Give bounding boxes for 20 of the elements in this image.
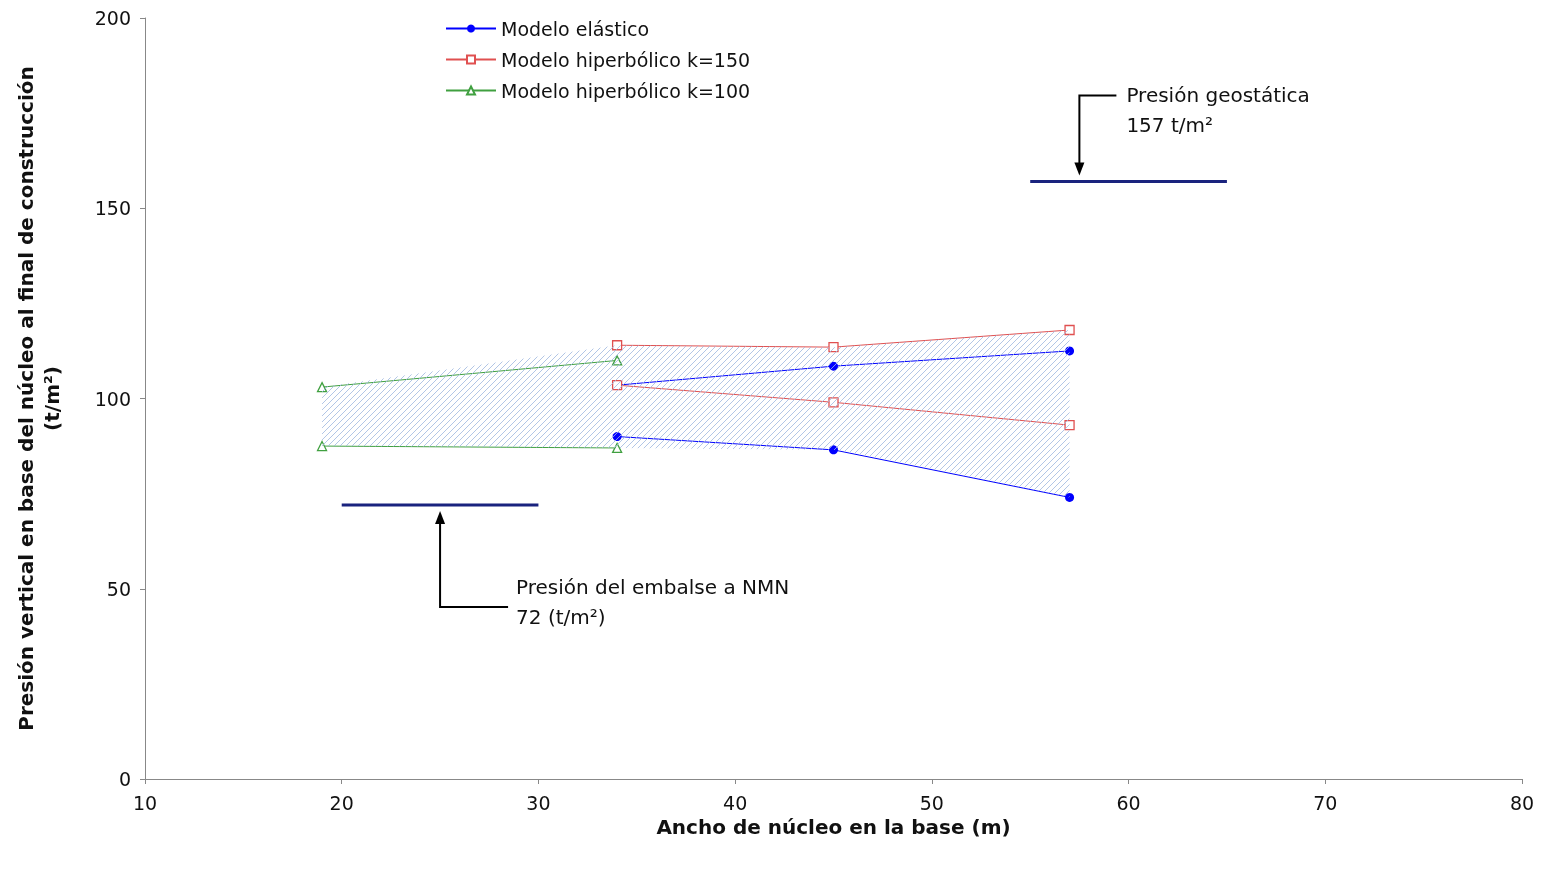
x-tick-label: 60 (1116, 791, 1141, 814)
x-tick-label: 50 (919, 791, 944, 814)
x-tick-label: 30 (526, 791, 551, 814)
y-tick-label: 150 (94, 197, 131, 220)
y-tick-label: 200 (94, 7, 131, 29)
x-tick-label: 20 (329, 791, 354, 814)
y-tick-label: 100 (94, 387, 131, 410)
annotation: Presión geostática 157 t/m² (1126, 82, 1310, 137)
x-tick-label: 70 (1313, 791, 1338, 814)
y-axis-title: Presión vertical en base del núcleo al final de construcción (t/m²) (14, 66, 64, 731)
x-tick-label: 10 (132, 791, 158, 814)
y-tick-label: 50 (106, 577, 131, 600)
legend-label: Modelo hiperbólico k=150 (501, 48, 751, 71)
x-tick-label: 40 (723, 791, 748, 814)
legend-label: Modelo elástico (501, 17, 650, 40)
legend-label: Modelo hiperbólico k=100 (501, 79, 751, 102)
x-tick-label: 80 (1509, 791, 1535, 814)
annotation: Presión del embalse a NMN 72 (t/m²) (516, 575, 790, 630)
y-tick-label: 0 (118, 768, 131, 790)
x-axis-title: Ancho de núcleo en la base (m) (656, 815, 1011, 839)
